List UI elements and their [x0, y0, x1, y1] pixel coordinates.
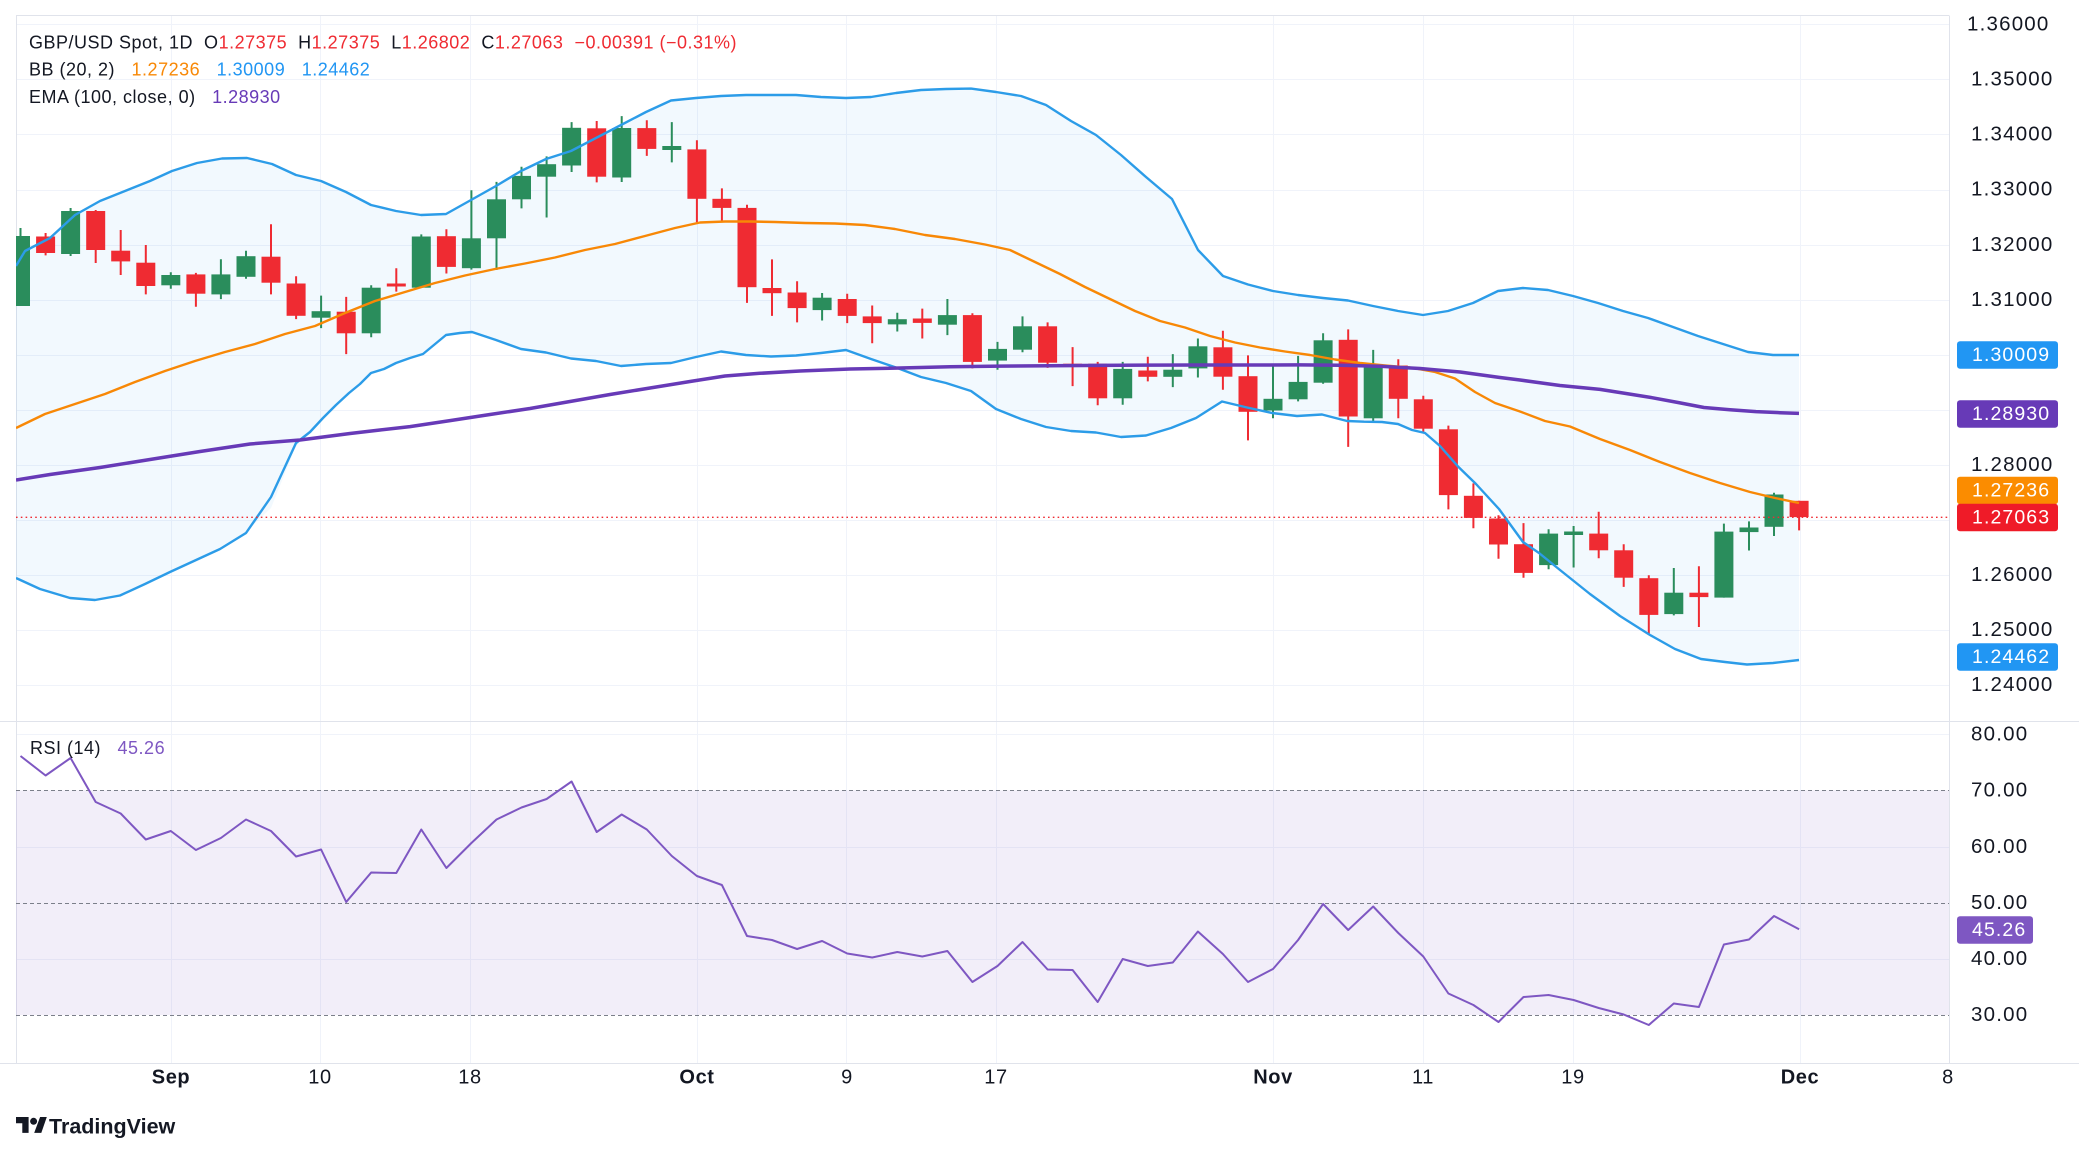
svg-text:1.36000: 1.36000 [1967, 13, 2050, 36]
svg-text:45.26: 45.26 [1972, 919, 2026, 941]
svg-text:RSI (14) 45.26: RSI (14) 45.26 [30, 738, 165, 758]
svg-text:50.00: 50.00 [1971, 891, 2028, 914]
svg-text:Nov: Nov [1253, 1067, 1293, 1089]
svg-text:8: 8 [1942, 1067, 1954, 1089]
svg-text:1.28930: 1.28930 [1972, 403, 2050, 425]
svg-text:1.28000: 1.28000 [1971, 453, 2054, 476]
svg-text:30.00: 30.00 [1971, 1003, 2028, 1026]
svg-text:BB (20, 2) 1.27236 1.30009: BB (20, 2) 1.27236 1.30009 1.24462 [29, 60, 370, 80]
svg-text:80.00: 80.00 [1971, 723, 2028, 746]
svg-text:1.32000: 1.32000 [1971, 233, 2054, 256]
svg-text:10: 10 [308, 1067, 331, 1089]
svg-text:GBP/USD Spot, 1D O1.27375 H1: GBP/USD Spot, 1D O1.27375 H1.27375 L1.26… [29, 33, 737, 53]
svg-text:1.30009: 1.30009 [1972, 344, 2050, 366]
svg-text:Dec: Dec [1781, 1067, 1820, 1089]
svg-text:1.25000: 1.25000 [1971, 618, 2054, 641]
svg-text:1.34000: 1.34000 [1971, 123, 2054, 146]
svg-text:40.00: 40.00 [1971, 947, 2028, 970]
svg-text:17: 17 [984, 1067, 1007, 1089]
svg-text:11: 11 [1412, 1067, 1434, 1089]
svg-text:70.00: 70.00 [1971, 779, 2028, 802]
svg-text:1.24462: 1.24462 [1972, 646, 2050, 668]
svg-text:TradingView: TradingView [49, 1115, 176, 1139]
svg-text:1.33000: 1.33000 [1971, 178, 2054, 201]
svg-text:1.27236: 1.27236 [1972, 480, 2050, 502]
svg-text:9: 9 [841, 1067, 853, 1089]
svg-text:Oct: Oct [679, 1067, 714, 1089]
svg-text:Sep: Sep [152, 1067, 190, 1089]
svg-text:19: 19 [1561, 1067, 1584, 1089]
svg-text:1.26000: 1.26000 [1971, 563, 2054, 586]
svg-text:EMA (100, close, 0) 1.28930: EMA (100, close, 0) 1.28930 [29, 87, 281, 107]
svg-text:1.24000: 1.24000 [1971, 673, 2054, 696]
svg-text:1.31000: 1.31000 [1971, 288, 2054, 311]
svg-text:18: 18 [458, 1067, 481, 1089]
svg-text:1.35000: 1.35000 [1971, 68, 2054, 91]
svg-text:60.00: 60.00 [1971, 835, 2028, 858]
svg-text:1.27063: 1.27063 [1972, 507, 2050, 529]
